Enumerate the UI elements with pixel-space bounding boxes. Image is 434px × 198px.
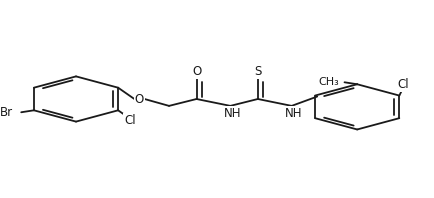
Text: Cl: Cl — [124, 114, 136, 127]
Text: NH: NH — [285, 107, 302, 120]
Text: S: S — [254, 65, 262, 78]
Text: O: O — [192, 65, 201, 78]
Text: O: O — [135, 92, 144, 106]
Text: CH₃: CH₃ — [319, 77, 339, 87]
Text: NH: NH — [224, 107, 241, 120]
Text: Cl: Cl — [398, 78, 409, 91]
Text: Br: Br — [0, 106, 13, 119]
